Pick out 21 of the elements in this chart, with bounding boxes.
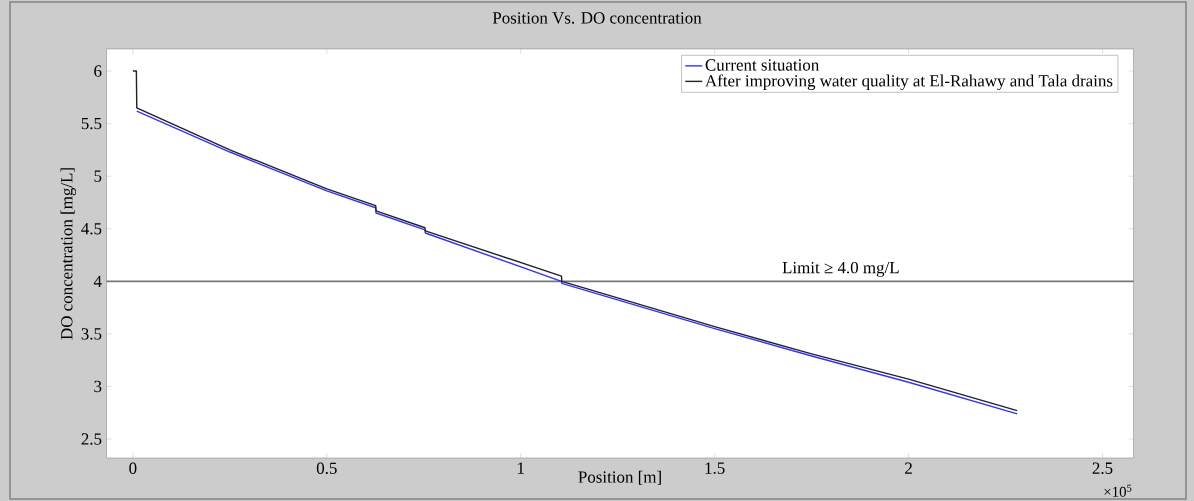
x-tick-label: 1.5	[705, 462, 725, 474]
chart-title: Position Vs. DO concentration	[492, 12, 702, 24]
y-axis-title: DO concentration [mg/L]	[60, 168, 76, 340]
y-tick-label: 4	[93, 275, 102, 287]
y-tick-label: 3	[94, 380, 102, 393]
x-tick-label: 0.5	[316, 462, 337, 474]
y-tick-label: 3.5	[81, 328, 102, 340]
y-tick-label: 5	[94, 170, 102, 182]
legend-label: After improving water quality at El-Rahawy and Tala drains	[705, 74, 1113, 91]
y-tick-label: 2.5	[81, 433, 102, 445]
y-tick-label: 5.5	[81, 117, 102, 130]
x-tick-label: 0	[129, 462, 137, 474]
x-tick-label: 1	[517, 462, 524, 474]
y-tick-label: 4.5	[81, 223, 102, 235]
legend-label: Current situation	[705, 59, 820, 71]
y-tick-label: 6	[94, 65, 102, 77]
x-tick-label: 2.5	[1092, 462, 1113, 474]
ref-line-label: Limit ≥ 4.0 mg/L	[782, 261, 899, 277]
x-axis-title: Position [m]	[578, 470, 661, 485]
x-tick-label: 2	[905, 462, 912, 474]
text: ×10$^{5}$	[1104, 484, 1132, 497]
